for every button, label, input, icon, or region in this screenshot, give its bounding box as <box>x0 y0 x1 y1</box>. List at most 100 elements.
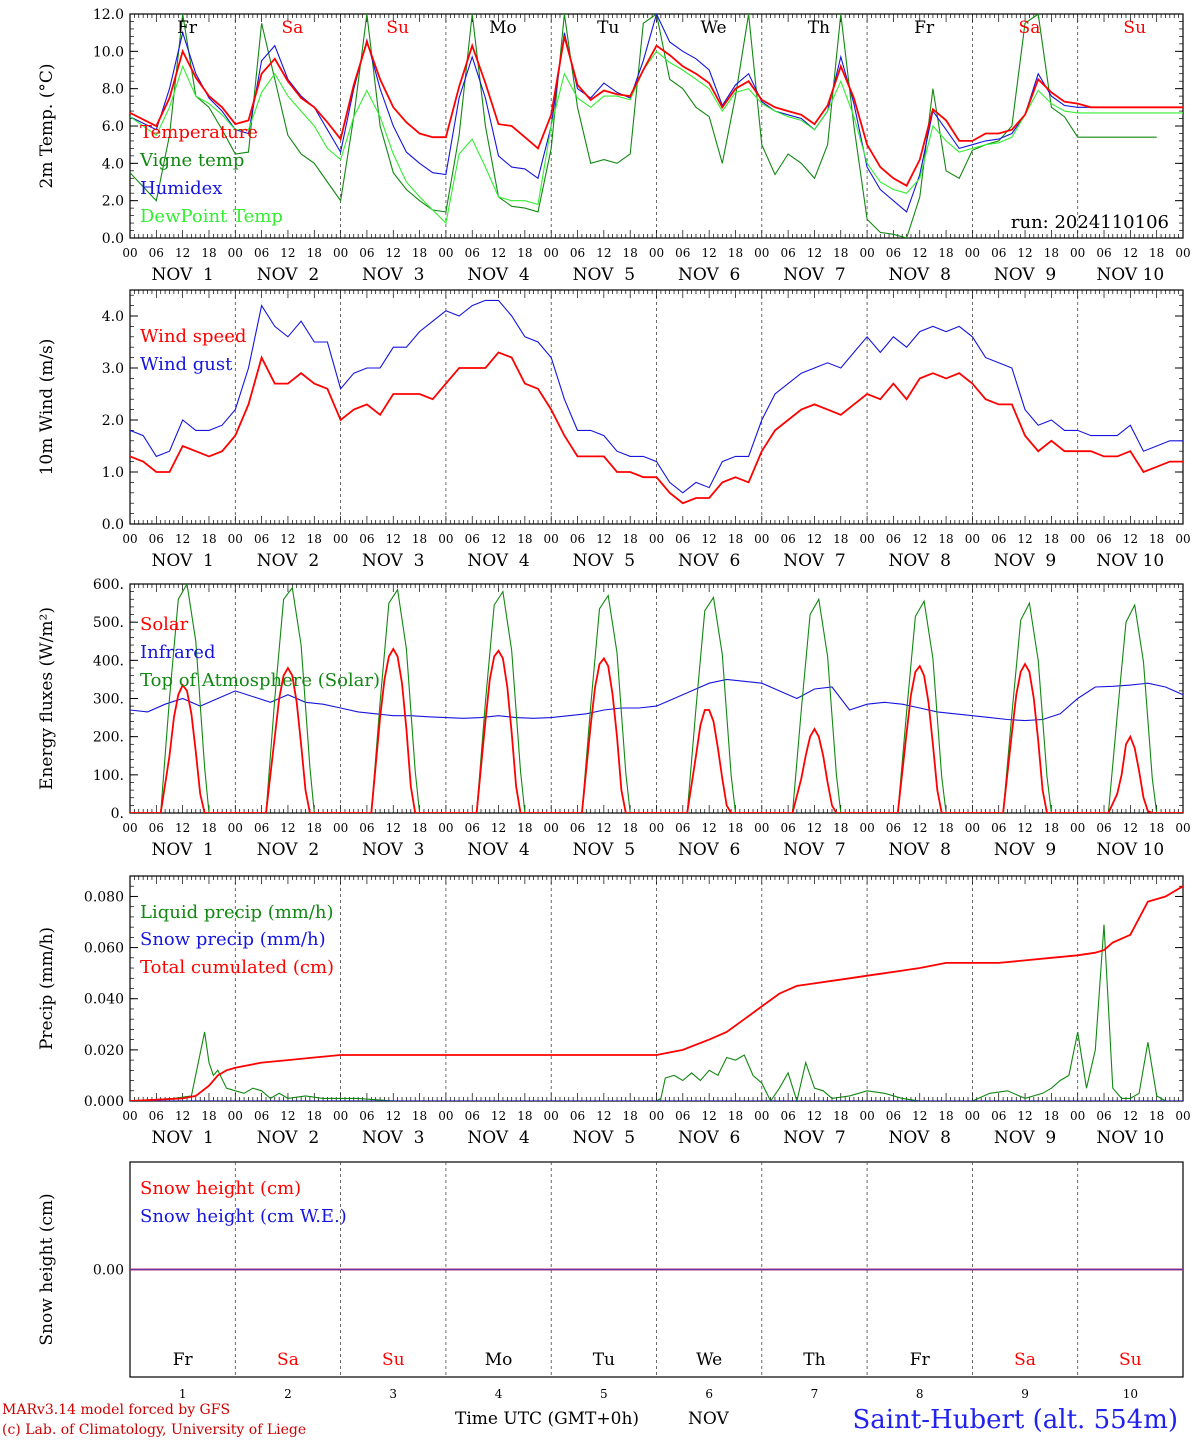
hour-tick-label: 12 <box>596 1109 611 1123</box>
hour-tick-label: 00 <box>1175 246 1190 260</box>
hour-tick-label: 06 <box>149 532 164 546</box>
date-label: NOV 5 <box>573 551 635 571</box>
y-tick-label: 0.0 <box>102 231 124 247</box>
hour-tick-label: 12 <box>491 246 506 260</box>
hour-tick-label: 00 <box>228 246 243 260</box>
hour-tick-label: 12 <box>596 821 611 835</box>
day-number-label: 6 <box>705 1387 713 1401</box>
y-tick-label: 6.0 <box>102 119 124 135</box>
hour-tick-label: 06 <box>991 821 1006 835</box>
y-tick-label: 0. <box>111 806 124 822</box>
hour-tick-label: 18 <box>1149 1109 1164 1123</box>
date-label: NOV 10 <box>1096 1128 1164 1148</box>
hour-tick-label: 18 <box>728 246 743 260</box>
hour-tick-label: 06 <box>675 246 690 260</box>
hour-tick-label: 00 <box>649 532 664 546</box>
hour-tick-label: 18 <box>623 1109 638 1123</box>
day-name-label: Fr <box>177 18 198 38</box>
lab-credit: (c) Lab. of Climatology, University of L… <box>2 1422 306 1438</box>
hour-tick-label: 06 <box>359 1109 374 1123</box>
date-label: NOV 4 <box>467 840 529 860</box>
y-tick-label: 10.0 <box>93 44 124 60</box>
date-label: NOV 5 <box>573 840 635 860</box>
hour-tick-label: 12 <box>175 1109 190 1123</box>
date-label: NOV 6 <box>678 840 740 860</box>
hour-tick-label: 00 <box>649 821 664 835</box>
hour-tick-label: 18 <box>517 246 532 260</box>
hour-tick-label: 18 <box>1044 1109 1059 1123</box>
hour-tick-label: 18 <box>307 1109 322 1123</box>
hour-tick-label: 18 <box>412 246 427 260</box>
hour-tick-label: 00 <box>122 821 137 835</box>
hour-tick-label: 00 <box>122 532 137 546</box>
date-label: NOV 8 <box>889 840 951 860</box>
date-label: NOV 6 <box>678 265 740 285</box>
hour-tick-label: 12 <box>386 821 401 835</box>
day-name-label: We <box>700 18 726 38</box>
day-name-label: Sa <box>277 1350 299 1370</box>
y-tick-label: 2.0 <box>102 194 124 210</box>
hour-tick-label: 18 <box>938 1109 953 1123</box>
hour-tick-label: 00 <box>544 246 559 260</box>
hour-tick-label: 12 <box>280 532 295 546</box>
y-tick-label: 4.0 <box>102 309 124 325</box>
hour-tick-label: 12 <box>702 246 717 260</box>
hour-tick-label: 06 <box>1096 1109 1111 1123</box>
date-label: NOV 9 <box>994 551 1056 571</box>
hour-tick-label: 12 <box>1017 821 1032 835</box>
hour-tick-label: 06 <box>570 532 585 546</box>
panel-precip: 0.000 0.020 0.040 0.060 0.080 Precip (mm/h) Li… <box>37 875 1191 1148</box>
hour-tick-label: 06 <box>570 1109 585 1123</box>
hour-tick-label: 18 <box>938 246 953 260</box>
hour-tick-label: 18 <box>623 532 638 546</box>
hour-tick-label: 18 <box>728 1109 743 1123</box>
hour-tick-label: 12 <box>807 246 822 260</box>
hour-tick-label: 06 <box>780 1109 795 1123</box>
hour-tick-label: 12 <box>912 1109 927 1123</box>
date-label: NOV 8 <box>889 1128 951 1148</box>
hour-tick-label: 06 <box>254 1109 269 1123</box>
hour-tick-label: 06 <box>254 532 269 546</box>
hour-tick-label: 00 <box>228 532 243 546</box>
date-label: NOV 1 <box>151 551 213 571</box>
hour-tick-label: 06 <box>1096 532 1111 546</box>
hour-tick-label: 12 <box>175 821 190 835</box>
date-label: NOV 7 <box>783 840 845 860</box>
hour-tick-label: 18 <box>833 821 848 835</box>
date-label: NOV 7 <box>783 1128 845 1148</box>
hour-tick-label: 12 <box>1123 246 1138 260</box>
hour-tick-label: 12 <box>596 246 611 260</box>
y-tick-label: 1.0 <box>102 465 124 481</box>
day-name-label: Th <box>803 1350 825 1370</box>
day-name-label: Su <box>382 1350 405 1370</box>
hour-tick-label: 12 <box>280 821 295 835</box>
hour-tick-label: 12 <box>702 821 717 835</box>
day-name-label: Sa <box>281 18 303 38</box>
hour-tick-label: 06 <box>149 1109 164 1123</box>
x-axis-label: Time UTC (GMT+0h) <box>455 1409 639 1429</box>
hour-tick-label: 00 <box>754 246 769 260</box>
hour-tick-label: 06 <box>780 246 795 260</box>
day-name-label: Fr <box>910 1350 931 1370</box>
y-tick-label: 600. <box>93 577 124 593</box>
y-tick-label: 0.020 <box>84 1043 124 1059</box>
day-name-label: Sa <box>1014 1350 1036 1370</box>
y-tick-label: 0.0 <box>102 517 124 533</box>
hour-tick-label: 18 <box>517 532 532 546</box>
y-axis-label: 10m Wind (m/s) <box>37 339 57 476</box>
y-axis-label: Precip (mm/h) <box>37 927 57 1050</box>
date-label: NOV 3 <box>362 840 424 860</box>
legend-entry: Snow precip (mm/h) <box>140 929 326 950</box>
hour-tick-label: 18 <box>412 821 427 835</box>
hour-tick-label: 18 <box>1149 821 1164 835</box>
legend-entry: Snow height (cm) <box>140 1178 301 1199</box>
hour-tick-label: 18 <box>307 246 322 260</box>
hour-tick-label: 06 <box>991 246 1006 260</box>
series-line-wind-speed <box>130 351 1183 505</box>
legend-entry: Temperature <box>140 122 258 143</box>
hour-tick-label: 06 <box>886 821 901 835</box>
day-name-label: Sa <box>1019 18 1041 38</box>
day-name-label: Tu <box>597 18 619 38</box>
hour-tick-label: 06 <box>465 1109 480 1123</box>
hour-tick-label: 00 <box>965 1109 980 1123</box>
